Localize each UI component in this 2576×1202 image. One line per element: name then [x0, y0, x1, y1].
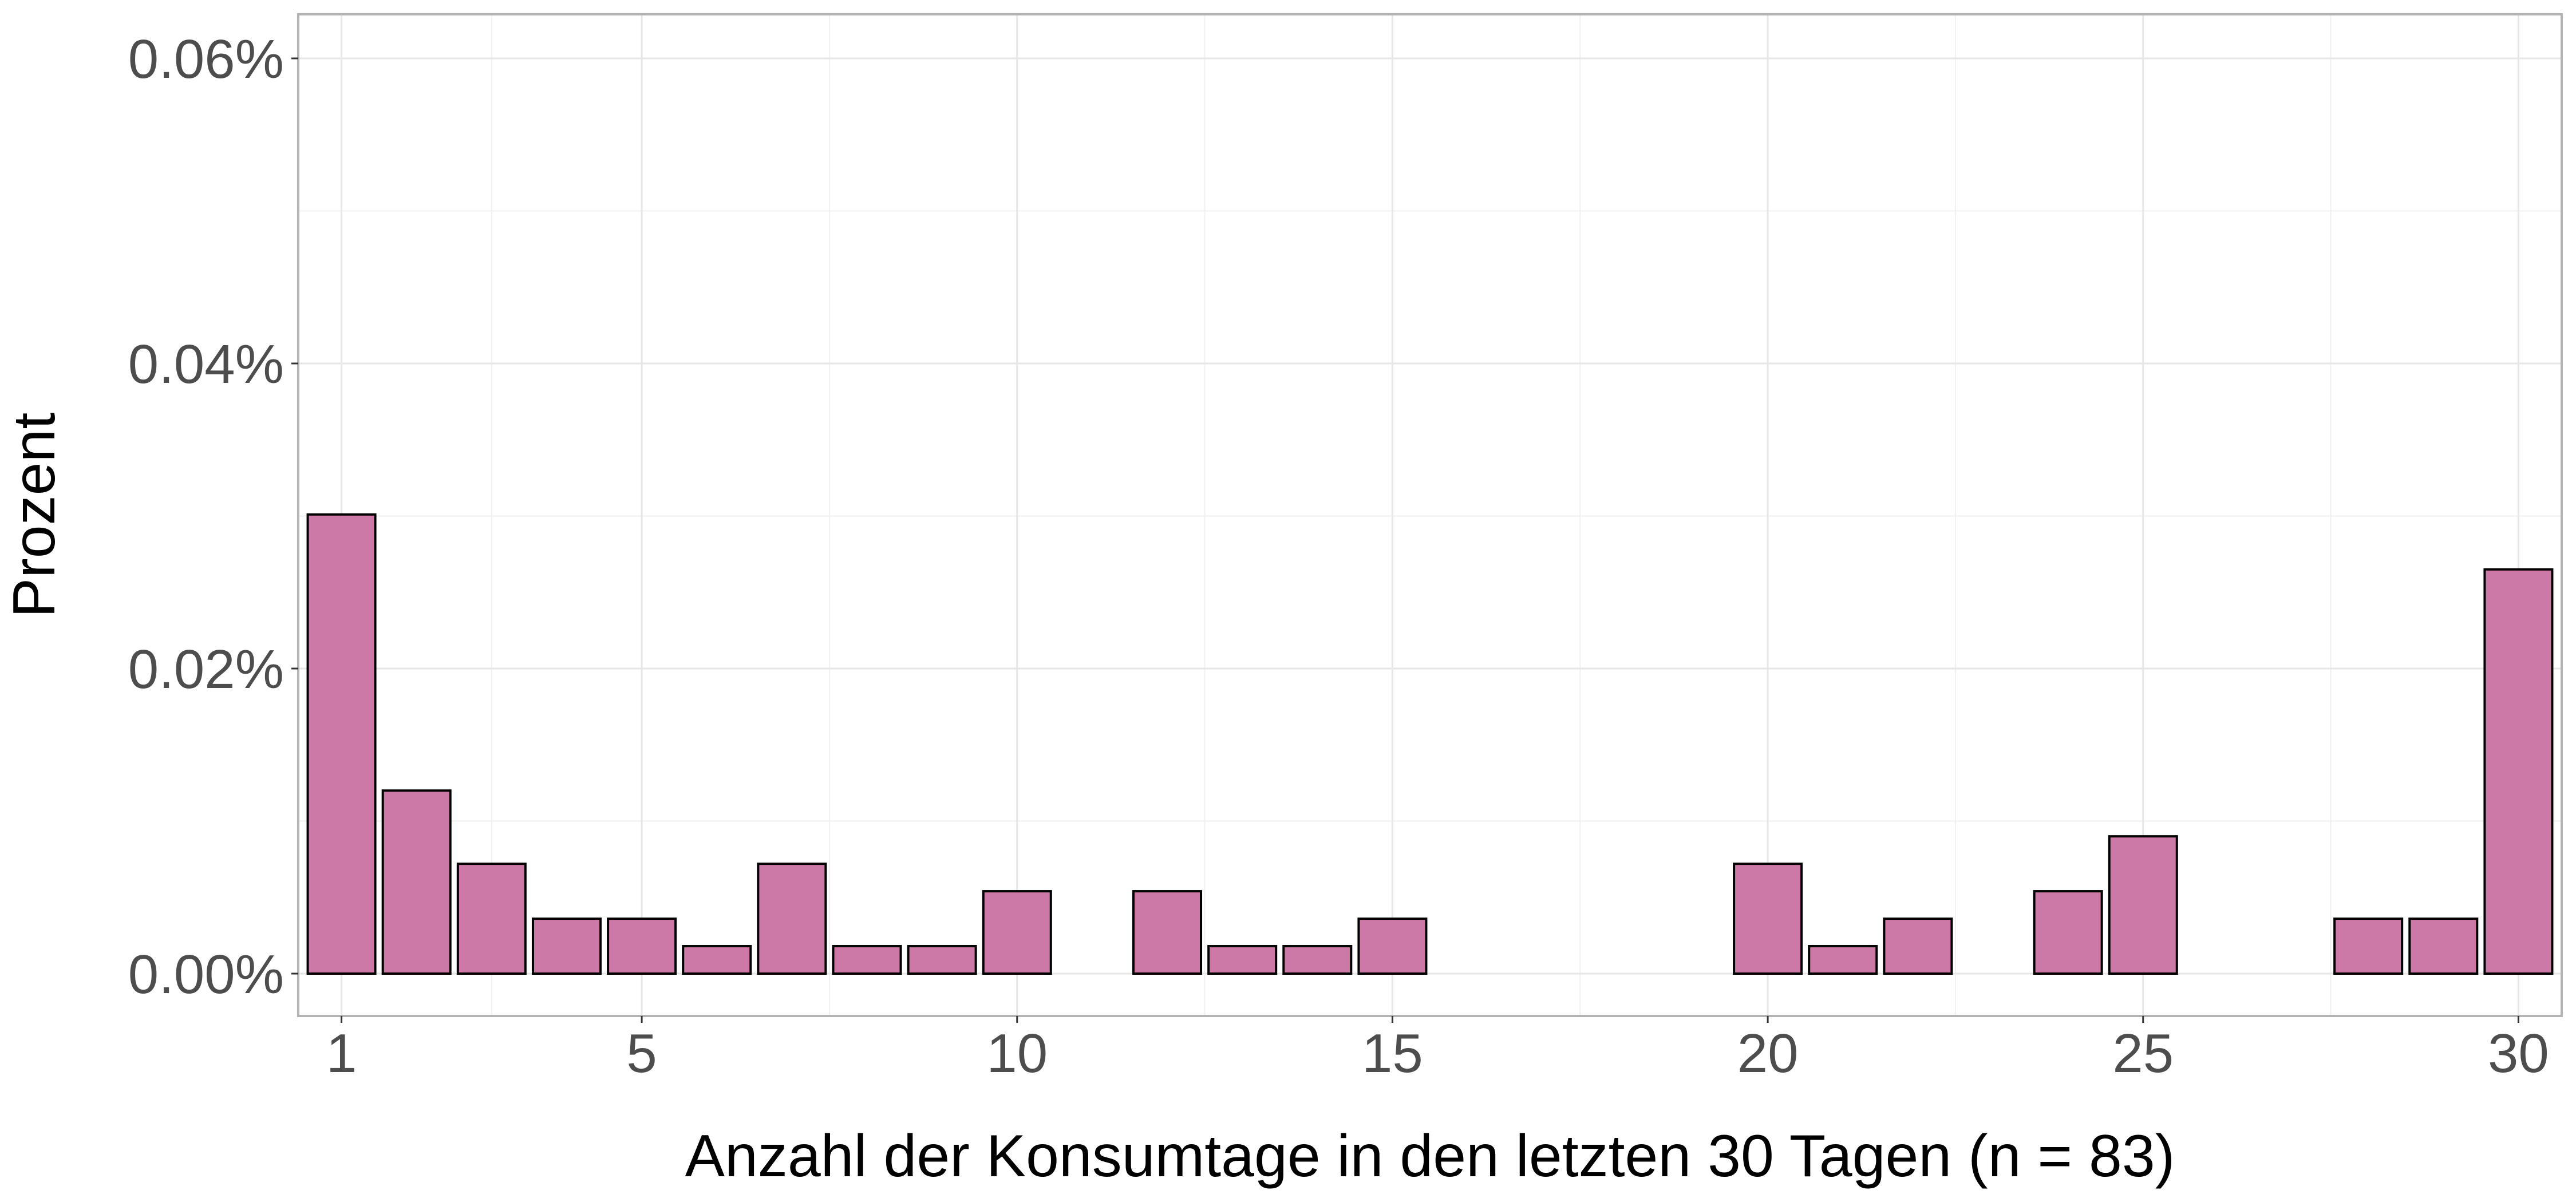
bar-day-28	[2333, 918, 2404, 975]
x-tick-label: 10	[986, 1023, 1048, 1084]
plot-panel-background	[298, 14, 2562, 1016]
y-axis-title: Prozent	[1, 413, 68, 618]
bar-day-14	[1282, 945, 1353, 975]
y-tick-label: 0.06%	[128, 29, 284, 90]
x-tick-label: 5	[626, 1023, 657, 1084]
x-axis-ticks: 1 5 10 15 20 25 30	[326, 1016, 2549, 1084]
y-tick-label: 0.04%	[128, 334, 284, 395]
bar-day-21	[1808, 945, 1878, 975]
bar-day-6	[682, 945, 752, 975]
bar-day-5	[607, 918, 677, 975]
bar-day-24	[2033, 890, 2103, 975]
x-tick-label: 15	[1362, 1023, 1423, 1084]
bar-day-20	[1733, 863, 1803, 975]
bar-day-3	[456, 863, 527, 975]
bar-day-13	[1207, 945, 1278, 975]
bar-day-12	[1132, 890, 1203, 975]
x-tick-label: 1	[326, 1023, 357, 1084]
x-axis-title: Anzahl der Konsumtage in den letzten 30 …	[685, 1123, 2175, 1189]
x-tick-label: 20	[1737, 1023, 1799, 1084]
bars-group	[306, 513, 2554, 975]
bar-day-29	[2408, 918, 2479, 975]
minor-gridlines	[298, 14, 2562, 1016]
y-tick-label: 0.00%	[128, 944, 284, 1005]
bar-day-1	[306, 513, 377, 975]
bar-day-2	[381, 789, 452, 975]
bar-day-4	[531, 918, 602, 975]
bar-day-30	[2483, 568, 2554, 975]
x-tick-label: 25	[2112, 1023, 2174, 1084]
x-tick-label: 30	[2488, 1023, 2549, 1084]
bar-day-25	[2108, 835, 2178, 975]
plot-panel-border	[297, 13, 2563, 1017]
bar-day-7	[757, 863, 827, 975]
bar-day-22	[1883, 918, 1953, 975]
bar-day-9	[907, 945, 977, 975]
bar-day-8	[832, 945, 902, 975]
bar-day-15	[1357, 918, 1428, 975]
y-tick-label: 0.02%	[128, 639, 284, 700]
bar-day-10	[982, 890, 1052, 975]
y-axis-ticks: 0.00% 0.02% 0.04% 0.06%	[128, 29, 298, 1005]
